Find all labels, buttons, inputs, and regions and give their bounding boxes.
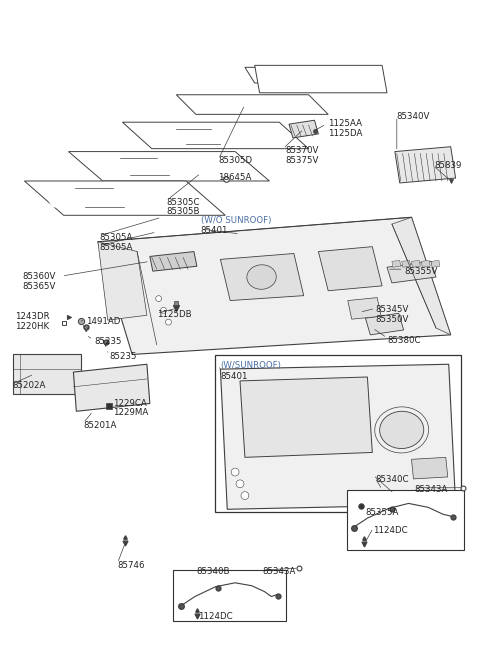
Text: 85401: 85401 [201,226,228,235]
Text: 85380C: 85380C [387,336,420,345]
Circle shape [231,468,239,476]
Polygon shape [220,253,304,301]
Polygon shape [176,95,328,115]
Polygon shape [387,261,436,283]
Polygon shape [73,364,150,411]
Circle shape [166,319,171,325]
Polygon shape [411,261,420,267]
Ellipse shape [247,265,276,290]
Text: 85355V: 85355V [405,267,438,276]
Text: 1125AA: 1125AA [328,119,362,128]
Text: 85340B: 85340B [196,567,229,576]
Polygon shape [147,129,186,143]
Polygon shape [156,159,220,175]
Circle shape [161,307,167,313]
Text: 85350V: 85350V [375,315,408,324]
Text: 1125DB: 1125DB [156,310,192,320]
Text: 85370V: 85370V [285,145,318,155]
Text: 85839: 85839 [434,161,461,170]
Text: 85202A: 85202A [12,381,46,390]
Polygon shape [220,364,456,510]
Polygon shape [240,377,372,457]
Text: 1125DA: 1125DA [328,129,362,138]
Text: 85340V: 85340V [397,113,430,121]
Polygon shape [150,252,197,271]
Polygon shape [421,261,430,267]
Polygon shape [69,151,269,181]
Text: 1243DR: 1243DR [14,312,49,322]
Text: 85746: 85746 [118,561,145,571]
Polygon shape [395,147,456,183]
Polygon shape [365,313,404,335]
Bar [215,356,461,512]
Circle shape [156,295,162,301]
Polygon shape [113,188,176,208]
Polygon shape [12,354,81,394]
Text: 85305B: 85305B [167,208,200,216]
Text: 85401: 85401 [220,372,248,381]
Text: 85343A: 85343A [414,485,448,494]
Polygon shape [392,217,451,335]
Text: 85305A: 85305A [99,243,132,252]
Polygon shape [42,188,85,208]
Text: 85235: 85235 [109,352,137,362]
Text: 85365V: 85365V [23,282,56,291]
Text: 85360V: 85360V [23,272,56,281]
Polygon shape [98,217,451,354]
Polygon shape [91,159,130,175]
Polygon shape [211,129,264,143]
Text: 1220HK: 1220HK [14,322,49,331]
Text: 85343A: 85343A [263,567,296,576]
Text: 85235: 85235 [94,337,121,346]
Polygon shape [402,261,410,267]
Polygon shape [245,67,328,83]
Text: 1229MA: 1229MA [113,408,148,417]
Text: 85305A: 85305A [99,233,132,242]
Text: 18645A: 18645A [218,173,252,182]
Polygon shape [289,121,318,138]
Text: 85201A: 85201A [83,421,117,430]
Polygon shape [98,242,147,320]
Polygon shape [122,122,309,149]
Text: 85345V: 85345V [375,305,408,314]
Text: 1491AD: 1491AD [86,317,120,326]
Circle shape [236,480,244,488]
Text: 85305D: 85305D [218,157,252,166]
Text: 85340C: 85340C [375,475,409,484]
Text: 85375V: 85375V [285,155,318,164]
Text: (W/O SUNROOF): (W/O SUNROOF) [201,216,271,225]
Text: 1229CA: 1229CA [113,398,146,407]
Text: 85305C: 85305C [167,198,200,206]
Text: 85355A: 85355A [365,508,399,517]
Polygon shape [392,261,401,267]
Text: (W/SUNROOF): (W/SUNROOF) [220,362,281,370]
Bar [173,570,286,621]
Circle shape [241,492,249,500]
Polygon shape [431,261,440,267]
Polygon shape [255,66,387,93]
Bar [347,490,465,550]
Polygon shape [24,181,225,215]
Polygon shape [318,247,382,291]
Text: 1124DC: 1124DC [198,612,232,621]
Polygon shape [411,457,448,479]
Ellipse shape [380,411,424,449]
Polygon shape [348,297,381,319]
Text: 1124DC: 1124DC [373,526,408,535]
